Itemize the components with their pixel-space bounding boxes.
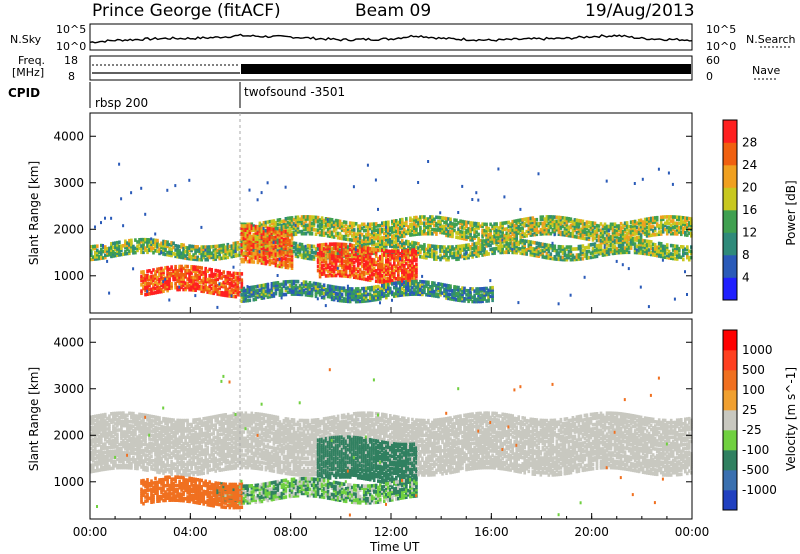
power-colorbar-frame bbox=[722, 119, 738, 301]
freq-bottom-tick: 8 bbox=[68, 70, 75, 83]
velocity-colorbar-swatch-5 bbox=[723, 390, 737, 411]
velocity-colorbar-swatch-2 bbox=[723, 450, 737, 471]
nave-label: Nave bbox=[752, 64, 780, 77]
freq-unit-label: [MHz] bbox=[12, 66, 44, 79]
velocity-colorbar-swatch-6 bbox=[723, 370, 737, 391]
velocity-colorbar-tick-5: -100 bbox=[742, 443, 769, 457]
noise-panel: N.Sky 10^5 10^0 10^5 10^0 N.Search bbox=[10, 23, 796, 53]
noise-left-top-tick: 10^5 bbox=[56, 23, 86, 36]
power-colorbar-swatch-3 bbox=[723, 210, 737, 233]
velocity-colorbar-tick-1: 500 bbox=[742, 363, 765, 377]
velocity-colorbar-tick-0: 1000 bbox=[742, 343, 773, 357]
power-colorbar: 4 8 12 16 20 24 28 bbox=[722, 119, 757, 301]
power-colorbar-tick-4: 20 bbox=[742, 181, 757, 195]
beam-title: Beam 09 bbox=[355, 1, 431, 21]
noise-right-top-tick: 10^5 bbox=[706, 23, 736, 36]
power-colorbar-swatch-6 bbox=[723, 142, 737, 166]
power-panel: 1000 2000 3000 4000 Slant Range [km] 4 8 12 16… bbox=[27, 112, 798, 314]
velocity-y-tick-label-1: 2000 bbox=[53, 428, 84, 442]
cpid-segment-2: twofsound -3501 bbox=[244, 85, 345, 99]
freq-panel: Freq. [MHz] 18 8 60 0 Nave bbox=[12, 54, 780, 83]
noise-right-bottom-tick: 10^0 bbox=[706, 40, 736, 53]
noise-sky-series bbox=[89, 33, 693, 44]
date-title: 19/Aug/2013 bbox=[585, 1, 695, 21]
power-y-tick-label-3: 4000 bbox=[53, 129, 84, 143]
velocity-colorbar-tick-2: 100 bbox=[742, 383, 765, 397]
cpid-row: CPID rbsp 200 twofsound -3501 bbox=[8, 82, 345, 110]
time-axis-label: Time UT bbox=[369, 540, 420, 554]
velocity-y-tick-label-2: 3000 bbox=[53, 382, 84, 396]
power-colorbar-tick-1: 8 bbox=[742, 248, 750, 262]
power-y-axis-label: Slant Range [km] bbox=[27, 161, 41, 265]
station-title: Prince George (fitACF) bbox=[92, 1, 281, 21]
time-tick-label-1: 04:00 bbox=[173, 525, 208, 539]
nave-top-tick: 60 bbox=[706, 54, 720, 67]
power-colorbar-tick-2: 12 bbox=[742, 226, 757, 240]
freq-series-late bbox=[241, 64, 691, 74]
velocity-colorbar: 1000 500 100 25 -25 -100 -500 -1000 bbox=[722, 329, 777, 511]
power-y-tick-label-1: 2000 bbox=[53, 222, 84, 236]
cpid-segment-1: rbsp 200 bbox=[95, 96, 148, 110]
velocity-colorbar-swatch-3 bbox=[723, 430, 737, 451]
freq-top-tick: 18 bbox=[64, 54, 78, 67]
velocity-colorbar-tick-6: -500 bbox=[742, 463, 769, 477]
velocity-colorbar-tick-7: -1000 bbox=[742, 483, 777, 497]
time-tick-label-2: 08:00 bbox=[273, 525, 308, 539]
velocity-y-tick-label-3: 4000 bbox=[53, 335, 84, 349]
power-colorbar-swatch-1 bbox=[723, 255, 737, 278]
power-y-tick-label-2: 3000 bbox=[53, 176, 84, 190]
freq-panel-frame bbox=[89, 55, 693, 81]
noise-search-label: N.Search bbox=[746, 33, 796, 46]
power-y-axis: 1000 2000 3000 4000 bbox=[53, 129, 692, 283]
power-colorbar-label: Power [dB] bbox=[784, 180, 798, 245]
power-colorbar-tick-0: 4 bbox=[742, 271, 750, 285]
power-colorbar-tick-5: 24 bbox=[742, 158, 757, 172]
velocity-colorbar-swatch-1 bbox=[723, 470, 737, 491]
power-colorbar-swatch-5 bbox=[723, 165, 737, 188]
velocity-colorbar-tick-3: 25 bbox=[742, 403, 757, 417]
velocity-panel: 1000 2000 3000 4000 Slant Range [km] 1000 50… bbox=[27, 318, 798, 520]
velocity-colorbar-swatch-8 bbox=[723, 330, 737, 351]
velocity-y-tick-label-0: 1000 bbox=[53, 475, 84, 489]
velocity-colorbar-label: Velocity [m s^-1] bbox=[784, 367, 798, 471]
velocity-colorbar-swatch-0 bbox=[723, 490, 737, 511]
cpid-label: CPID bbox=[8, 86, 40, 100]
power-colorbar-swatch-2 bbox=[723, 232, 737, 256]
power-colorbar-tick-3: 16 bbox=[742, 203, 757, 217]
noise-panel-frame bbox=[89, 23, 693, 51]
time-tick-label-5: 20:00 bbox=[574, 525, 609, 539]
velocity-colorbar-swatch-7 bbox=[723, 350, 737, 371]
velocity-colorbar-tick-4: -25 bbox=[742, 423, 762, 437]
time-tick-label-3: 12:00 bbox=[374, 525, 409, 539]
noise-sky-label: N.Sky bbox=[10, 33, 42, 46]
velocity-y-axis: 1000 2000 3000 4000 bbox=[53, 335, 692, 489]
power-colorbar-tick-6: 28 bbox=[742, 136, 757, 150]
velocity-y-axis-label: Slant Range [km] bbox=[27, 367, 41, 471]
velocity-colorbar-frame bbox=[722, 329, 738, 511]
time-tick-label-0: 00:00 bbox=[73, 525, 108, 539]
power-colorbar-swatch-0 bbox=[723, 277, 737, 301]
power-y-tick-label-0: 1000 bbox=[53, 269, 84, 283]
freq-label: Freq. bbox=[18, 54, 45, 67]
time-tick-label-6: 00:00 bbox=[675, 525, 710, 539]
power-colorbar-swatch-4 bbox=[723, 187, 737, 211]
velocity-colorbar-swatch-4 bbox=[723, 410, 737, 431]
time-axis: 00:00 04:00 08:00 12:00 16:00 20:00 00:00 bbox=[73, 307, 710, 539]
nave-bottom-tick: 0 bbox=[706, 70, 713, 83]
time-tick-label-4: 16:00 bbox=[474, 525, 509, 539]
power-colorbar-swatch-7 bbox=[723, 120, 737, 143]
noise-left-bottom-tick: 10^0 bbox=[56, 40, 86, 53]
power-data bbox=[90, 160, 693, 309]
velocity-data bbox=[90, 368, 693, 517]
